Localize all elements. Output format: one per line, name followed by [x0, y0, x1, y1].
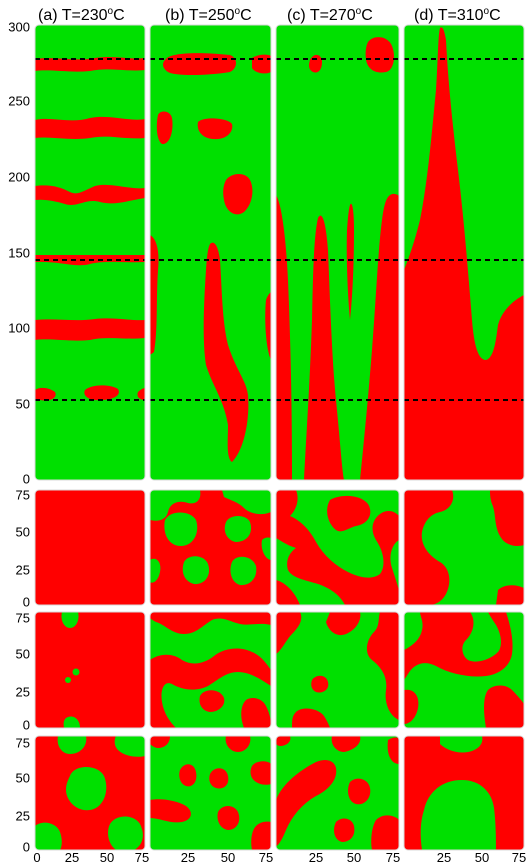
panel-c-slice-1 — [276, 490, 399, 605]
column-headers: (a) T=230oC (b) T=250oC (c) T=270oC (d) … — [38, 6, 501, 24]
x-tick-c-50: 50 — [347, 850, 361, 865]
x-axis: 0 25 50 75 25 50 75 25 50 75 25 50 75 — [33, 850, 526, 865]
x-tick-c-25: 25 — [309, 850, 323, 865]
slice-lines — [35, 58, 524, 401]
panel-b-slice-2 — [150, 612, 271, 728]
panel-c-long — [276, 25, 399, 480]
column-label-b: (b) T=250oC — [165, 6, 252, 24]
panel-a-long — [35, 25, 145, 480]
row1-y-tick-0: 0 — [23, 594, 30, 609]
x-tick-c-75: 75 — [386, 850, 400, 865]
panel-c-slice-3 — [276, 736, 399, 850]
x-tick-d-50: 50 — [475, 850, 489, 865]
column-label-d: (d) T=310oC — [414, 6, 501, 24]
panel-b-slice-1 — [150, 490, 271, 605]
x-tick-a-25: 25 — [65, 850, 79, 865]
y-tick-50: 50 — [16, 396, 30, 411]
y-tick-0: 0 — [23, 471, 30, 486]
x-tick-d-25: 25 — [437, 850, 451, 865]
panel-d-slice-2 — [404, 612, 524, 728]
x-tick-b-25: 25 — [181, 850, 195, 865]
row2-y-tick-75: 75 — [16, 610, 30, 625]
x-tick-a-75: 75 — [135, 850, 149, 865]
row1-y-tick-25: 25 — [16, 562, 30, 577]
row2-y-tick-50: 50 — [16, 646, 30, 661]
row3-y-tick-50: 50 — [16, 770, 30, 785]
panel-b-long — [150, 25, 271, 480]
row3-y-tick-0: 0 — [23, 839, 30, 854]
x-tick-b-75: 75 — [259, 850, 273, 865]
panel-frames — [34, 24, 525, 851]
y-tick-100: 100 — [8, 320, 30, 335]
y-axis-row3: 0 25 50 75 — [16, 735, 30, 854]
y-axis-row1: 0 25 50 75 — [16, 487, 30, 609]
y-tick-150: 150 — [8, 245, 30, 260]
y-tick-200: 200 — [8, 169, 30, 184]
panel-a-slice-1 — [35, 490, 145, 605]
row3-y-tick-75: 75 — [16, 735, 30, 750]
x-tick-b-50: 50 — [221, 850, 235, 865]
x-tick-a-0: 0 — [33, 850, 40, 865]
y-axis-long: 0 50 100 150 200 250 300 — [8, 19, 30, 486]
column-label-c: (c) T=270oC — [287, 6, 373, 24]
x-tick-d-75: 75 — [512, 850, 526, 865]
panel-a-slice-2 — [35, 612, 145, 728]
panel-b-slice-3 — [150, 736, 271, 850]
row1-y-tick-50: 50 — [16, 524, 30, 539]
panel-d-slice-1 — [404, 490, 524, 605]
row2-y-tick-25: 25 — [16, 684, 30, 699]
panel-d-long — [404, 25, 524, 480]
y-axis-row2: 0 25 50 75 — [16, 610, 30, 732]
y-tick-250: 250 — [8, 93, 30, 108]
y-tick-300: 300 — [8, 19, 30, 34]
x-tick-a-50: 50 — [100, 850, 114, 865]
row3-y-tick-25: 25 — [16, 808, 30, 823]
column-label-a: (a) T=230oC — [38, 6, 125, 24]
panel-d-slice-3 — [404, 736, 524, 850]
panel-c-slice-2 — [276, 612, 399, 728]
panel-a-slice-3 — [35, 736, 145, 850]
row2-y-tick-0: 0 — [23, 717, 30, 732]
row1-y-tick-75: 75 — [16, 487, 30, 502]
